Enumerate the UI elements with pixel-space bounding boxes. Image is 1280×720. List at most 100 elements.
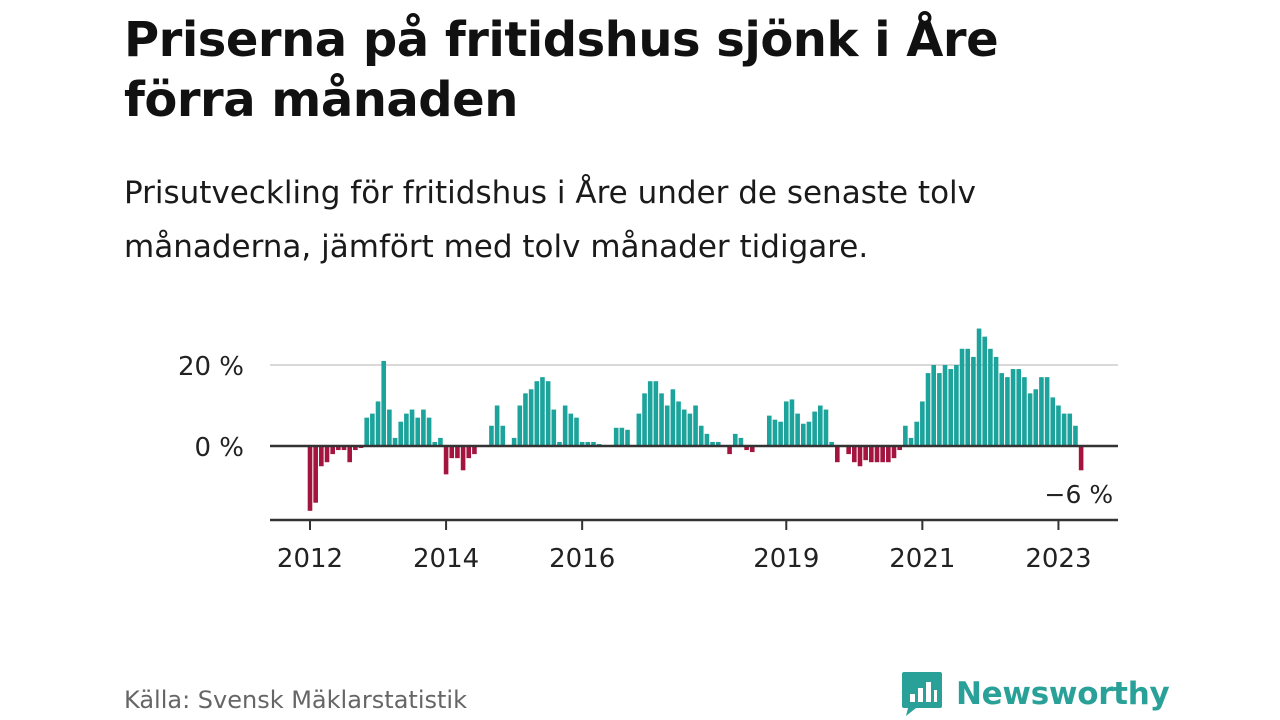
bar [908,437,914,446]
bar [443,446,449,475]
bar [903,425,908,446]
bar [455,446,460,459]
bar [528,389,534,446]
bar [698,425,704,446]
bar [545,381,551,446]
chart-subtitle: Prisutveckling för fritidshus i Åre unde… [124,175,977,265]
bar [353,446,358,451]
bar [732,433,738,446]
bar [613,427,619,446]
bar [789,399,795,446]
bar [948,369,954,446]
bar [738,437,744,446]
bar [925,373,931,446]
bar [710,441,715,446]
bar [364,417,369,446]
bar [920,401,925,446]
bar [347,446,352,463]
bar [647,381,653,446]
bar [681,409,687,446]
bar [659,393,664,446]
bar [540,377,545,446]
bar [1078,446,1084,471]
x-tick-label: 2021 [889,544,955,574]
bar [988,348,993,446]
chart-title: Priserna på fritidshus sjönk i Åre förra… [124,12,999,128]
bar [874,446,880,463]
bar [744,446,749,451]
bar [749,446,755,453]
bar [971,356,976,446]
bar [472,446,477,455]
axes [270,444,1118,530]
bar [574,417,579,446]
bar [551,409,557,446]
bar [778,421,783,446]
bar [795,413,800,446]
bar [636,413,642,446]
bar [942,365,948,446]
x-tick-label: 2023 [1025,544,1091,574]
bar [330,446,335,455]
bar [863,446,868,461]
bar [426,417,432,446]
bar [1022,377,1027,446]
bar [993,356,999,446]
bar [370,413,375,446]
bar [432,441,438,446]
last-value-label: −6 % [1045,480,1114,509]
bar [1039,377,1044,446]
bar [687,413,693,446]
bar [421,409,426,446]
bar [783,401,789,446]
y-tick-label: 0 % [194,433,244,463]
bar [869,446,874,463]
bar [800,423,806,446]
bar [500,425,506,446]
brand[interactable]: Newsworthy [900,670,1170,718]
bar [557,441,562,446]
bar [619,427,625,446]
bar [772,419,778,446]
bar [1033,389,1039,446]
bar [846,446,851,455]
bar [880,446,885,463]
bar [387,409,392,446]
bar [642,393,647,446]
bar [1016,369,1022,446]
source-note: Källa: Svensk Mäklarstatistik [124,686,467,714]
bar [914,421,919,446]
bar [523,393,528,446]
bar [959,348,965,446]
bars [307,328,1084,511]
y-tick-label: 20 % [178,352,244,382]
bar [489,425,494,446]
bar [886,446,891,463]
bar [341,446,347,451]
bar [1044,377,1050,446]
bar [415,417,421,446]
bar [965,348,971,446]
bar [392,437,398,446]
bar [891,446,897,459]
bar [494,405,500,446]
bar [625,429,630,446]
bar [818,405,823,446]
bar [449,446,455,459]
bar [1067,413,1073,446]
bar [534,381,540,446]
bar [857,446,863,467]
bar [1050,397,1056,446]
bar [829,441,834,446]
bar [715,441,721,446]
newsworthy-logo-icon [902,672,942,716]
bar [324,446,330,463]
tick-labels: 0 % 20 % 2012 2014 2016 2019 2021 2023 −6 % [178,352,1113,574]
bar [307,446,313,511]
bar [1027,393,1033,446]
x-tick-label: 2012 [277,544,343,574]
bar [670,389,676,446]
bar [727,446,732,455]
bar [1056,405,1061,446]
